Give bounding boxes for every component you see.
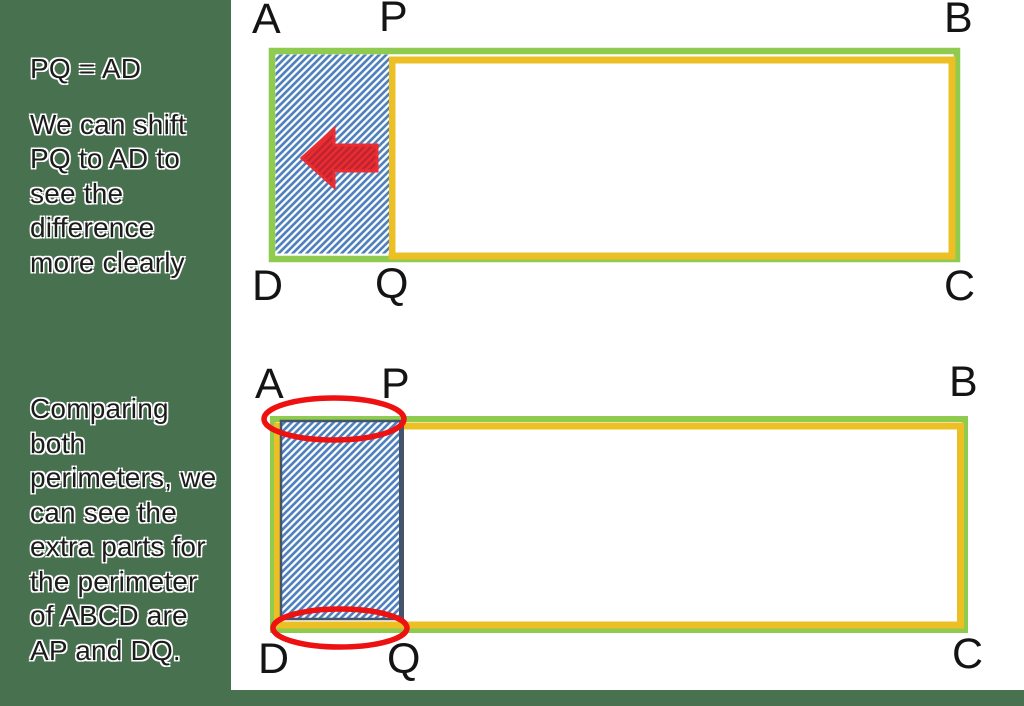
- highlight-ellipse-dq: [270, 606, 410, 650]
- top-vertex-label-p: P: [379, 0, 408, 41]
- left-arrow-icon: [299, 125, 379, 191]
- top-vertex-label-c: C: [944, 262, 976, 310]
- top-rect-pbcq-yellow: [388, 56, 956, 260]
- top-vertex-label-b: B: [944, 0, 973, 42]
- bottom-rect-abcd-green: [270, 416, 968, 633]
- bottom-vertex-label-d: D: [258, 635, 290, 683]
- bottom-vertex-label-b: B: [949, 358, 978, 406]
- note-top-lines: We can shift PQ to AD to see the difference…: [30, 108, 186, 278]
- top-vertex-label-q: Q: [375, 260, 409, 308]
- bottom-vertex-label-a: A: [255, 360, 284, 408]
- note-heading-pq-equals-ad: PQ = AD: [30, 53, 142, 84]
- note-shift-explanation: PQ = AD We can shift PQ to AD to see the di…: [30, 52, 235, 280]
- top-vertex-label-d: D: [252, 262, 284, 310]
- bottom-vertex-label-q: Q: [387, 635, 421, 683]
- bottom-rect-yellow-shifted: [274, 422, 964, 629]
- note-perimeter-comparison: Comparing both perimeters, we can see the ex…: [30, 393, 217, 666]
- bottom-hatch-region-apqd: [279, 419, 403, 621]
- diagram-top-shift: [268, 47, 961, 263]
- bottom-vertex-label-p: P: [381, 360, 410, 408]
- bottom-vertex-label-c: C: [952, 630, 984, 678]
- diagram-bottom-comparison: [261, 395, 968, 650]
- highlight-ellipse-ap: [261, 395, 407, 443]
- top-vertex-label-a: A: [252, 0, 281, 43]
